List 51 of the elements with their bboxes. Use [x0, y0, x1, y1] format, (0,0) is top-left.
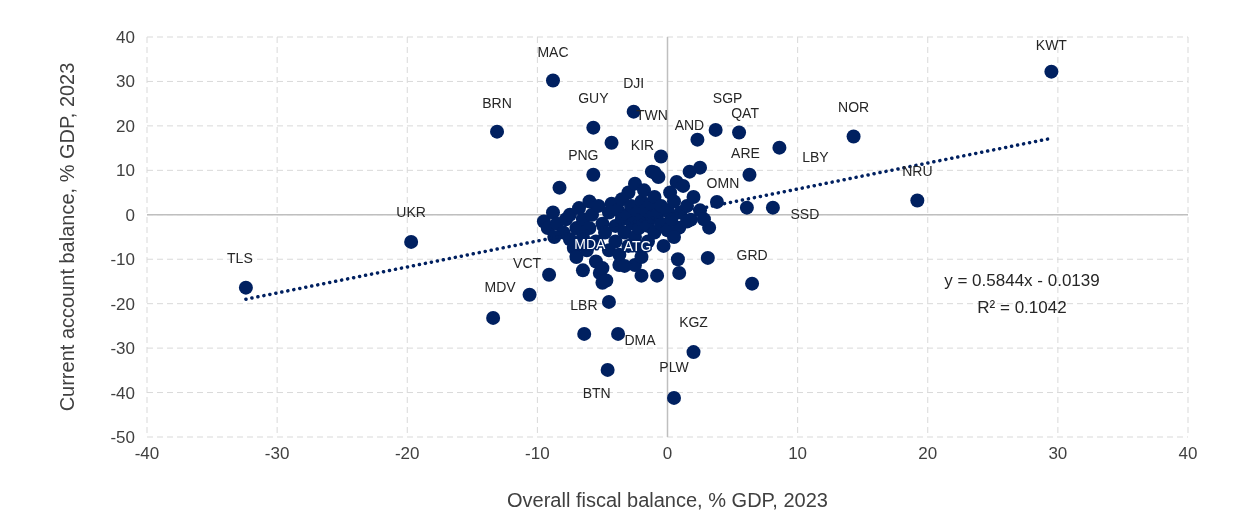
x-tick-label: -20: [394, 444, 420, 463]
x-tick-label: -30: [264, 444, 290, 463]
annotation: SGP: [712, 89, 743, 106]
y-tick-label: -20: [110, 294, 135, 314]
annotation: DMA: [624, 331, 657, 348]
annotation: NOR: [838, 98, 870, 115]
annotation: KGZ: [679, 314, 709, 331]
annotation: KWT: [1035, 36, 1068, 53]
y-tick-label: 20: [116, 116, 135, 136]
x-axis-title: Overall fiscal balance, % GDP, 2023: [507, 489, 828, 511]
x-tick-label: 0: [662, 444, 673, 463]
annotation: SSD: [790, 205, 820, 222]
annotation: TWN: [636, 106, 668, 123]
y-tick-label: 40: [116, 28, 135, 47]
y-tick-label: 0: [125, 205, 135, 225]
annotation: UKR: [396, 203, 426, 220]
x-tick-label: 40: [1178, 444, 1198, 463]
annotation: TLS: [227, 249, 253, 266]
annotation: LBR: [570, 296, 598, 313]
annotation: R² = 0.1042: [977, 298, 1067, 318]
y-axis-title: Current account balance, % GDP, 2023: [56, 62, 78, 412]
y-tick-label: -50: [110, 428, 135, 447]
annotation: PNG: [568, 146, 599, 163]
annotation: NRU: [902, 162, 933, 179]
x-tick-label: -10: [525, 444, 550, 463]
annotation: ARE: [731, 144, 760, 161]
annotation: ATG: [623, 237, 652, 254]
annotation: GRD: [736, 246, 768, 263]
y-tick-label: 10: [116, 161, 135, 181]
annotation: MAC: [537, 43, 569, 60]
annotation: DJI: [623, 74, 645, 91]
annotation: LBY: [802, 148, 830, 165]
x-tick-label: 30: [1048, 444, 1068, 463]
x-tick-label: -40: [134, 444, 160, 463]
annotation: OMN: [706, 174, 740, 191]
annotation: BTN: [582, 384, 611, 401]
annotation: KIR: [630, 136, 655, 153]
annotation: VCT: [513, 254, 542, 271]
x-tick-label: 10: [788, 444, 808, 463]
y-tick-label: 30: [116, 72, 135, 92]
x-tick-label: 20: [918, 444, 938, 463]
y-tick-label: -30: [110, 339, 135, 359]
annotation: GUY: [578, 89, 610, 106]
annotation: MDV: [484, 278, 517, 295]
annotation: BRN: [482, 94, 512, 111]
annotation: AND: [674, 116, 705, 133]
annotation: QAT: [731, 104, 760, 121]
annotation: PLW: [659, 358, 690, 375]
y-tick-label: -40: [110, 383, 135, 403]
annotation: y = 0.5844x - 0.0139: [944, 271, 1100, 291]
y-tick-label: -10: [110, 250, 135, 270]
